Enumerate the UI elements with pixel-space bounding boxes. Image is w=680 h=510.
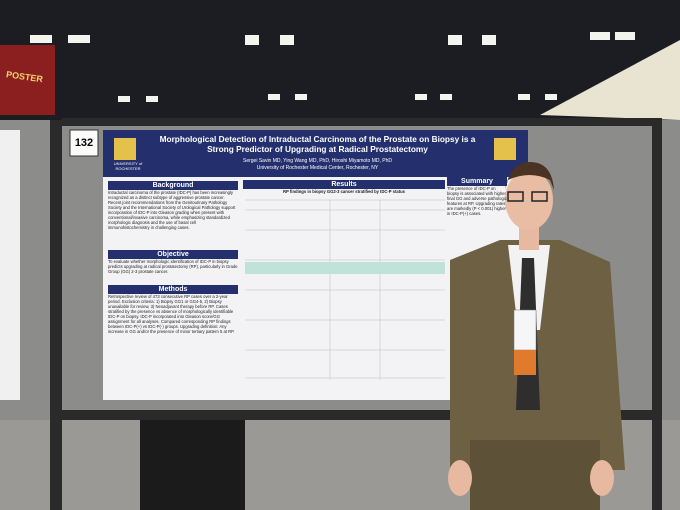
methods-section: Methods Retrospective review of 473 cons… [108, 285, 238, 334]
table-caption: RP findings in biopsy GG2-3 cancer strat… [282, 189, 405, 194]
section-heading: Summary [447, 177, 507, 186]
poster-affiliation: University of Rochester Medical Center, … [256, 165, 379, 171]
section-heading: Methods [108, 285, 238, 294]
section-heading: Background [108, 181, 238, 190]
objective-section: Objective To evaluate whether morphologi… [108, 250, 238, 274]
summary-section: Summary The presence of IDC-P on biopsy … [447, 177, 507, 246]
section-heading: Objective [108, 250, 238, 259]
section-text: Retrospective review of 473 consecutive … [108, 294, 235, 334]
institution: UNIVERSITY of ROCHESTER [113, 161, 143, 171]
poster-title: Morphological Detection of Intraductal C… [159, 134, 476, 154]
booth-number: 132 [74, 137, 94, 149]
background-section: Background Intraductal carcinoma of the … [108, 181, 238, 230]
section-text: To evaluate whether morphologic identifi… [108, 259, 238, 274]
section-heading: Results [243, 180, 445, 189]
section-text: Intraductal carcinoma of the prostate (I… [108, 190, 236, 230]
poster-authors: Sergei Savin MD, Ying Wang MD, PhD, Hiro… [242, 158, 393, 164]
section-text: The presence of IDC-P on biopsy is assoc… [447, 186, 507, 216]
results-section: Results RP findings in biopsy GG2-3 canc… [243, 180, 445, 194]
